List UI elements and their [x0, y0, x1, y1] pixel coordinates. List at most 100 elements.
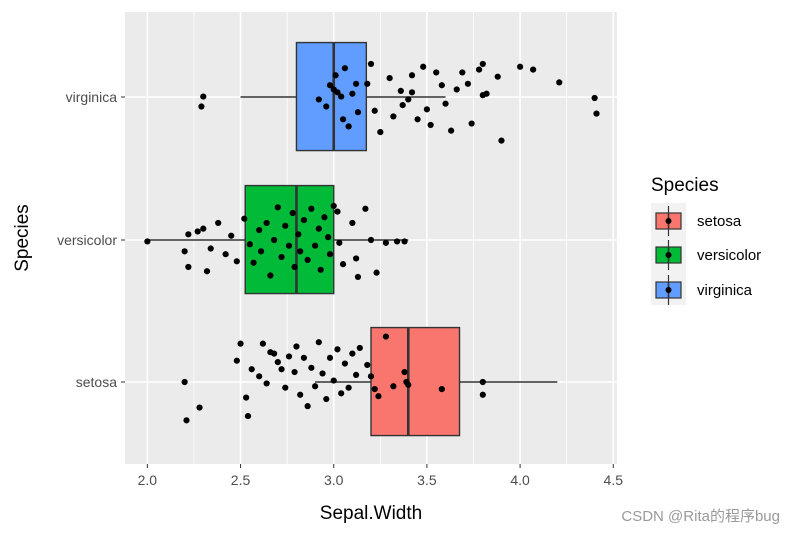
- data-point: [364, 80, 371, 87]
- data-point: [297, 248, 304, 255]
- data-point: [334, 89, 341, 96]
- data-point: [181, 378, 188, 386]
- data-point: [257, 248, 265, 255]
- data-point: [367, 236, 375, 244]
- data-point: [144, 238, 151, 245]
- data-point: [390, 113, 397, 120]
- data-point: [362, 205, 369, 212]
- data-point: [267, 272, 274, 279]
- data-point: [300, 217, 308, 224]
- data-point: [285, 242, 293, 249]
- data-point: [183, 417, 190, 424]
- data-point: [438, 386, 445, 393]
- data-point: [364, 361, 371, 369]
- data-point: [293, 343, 300, 350]
- data-point: [274, 204, 281, 211]
- data-point: [222, 251, 229, 258]
- data-point: [530, 66, 537, 73]
- data-point: [593, 110, 600, 117]
- data-point: [315, 225, 322, 232]
- data-point: [479, 60, 486, 68]
- data-point: [475, 66, 483, 73]
- legend-label-versicolor: versicolor: [697, 247, 761, 264]
- data-point: [200, 93, 207, 100]
- box-versicolor: [244, 184, 335, 295]
- legend-label-virginica: virginica: [697, 282, 753, 299]
- data-point: [289, 209, 296, 217]
- data-point: [371, 386, 378, 393]
- data-point: [338, 93, 345, 100]
- data-point: [354, 273, 362, 281]
- data-point: [408, 89, 416, 96]
- x-tick-label: 3.0: [324, 472, 344, 488]
- data-point: [256, 373, 263, 380]
- x-tick-label: 2.5: [231, 472, 251, 488]
- data-point: [405, 381, 412, 388]
- data-point: [339, 116, 347, 123]
- legend-point: [665, 287, 672, 293]
- y-tick-label-virginica: virginica: [66, 89, 118, 105]
- data-point: [377, 128, 384, 136]
- data-point: [433, 69, 440, 76]
- data-point: [244, 412, 252, 420]
- data-point: [386, 75, 393, 82]
- data-point: [291, 368, 298, 376]
- data-point: [282, 384, 289, 391]
- data-point: [274, 359, 281, 366]
- data-point: [285, 353, 293, 360]
- data-point: [311, 383, 319, 390]
- data-point: [198, 103, 205, 110]
- data-point: [228, 232, 235, 239]
- x-tick-label: 4.0: [510, 472, 530, 488]
- data-point: [397, 87, 404, 94]
- data-point: [185, 231, 192, 238]
- data-point: [263, 219, 270, 227]
- data-point: [295, 231, 302, 238]
- data-point: [516, 63, 524, 70]
- data-point: [423, 106, 431, 113]
- data-point: [459, 69, 466, 76]
- data-point: [453, 86, 460, 93]
- data-point: [243, 394, 250, 401]
- legend-key-virginica: virginica: [655, 275, 753, 305]
- data-point: [339, 261, 347, 268]
- data-point: [317, 266, 324, 273]
- data-point: [215, 219, 222, 227]
- legend-point: [665, 252, 672, 258]
- data-point: [207, 245, 214, 252]
- box-setosa: [370, 326, 461, 437]
- data-point: [326, 82, 334, 89]
- data-point: [325, 234, 332, 241]
- data-point: [345, 123, 352, 130]
- data-point: [352, 371, 360, 378]
- data-point: [338, 390, 345, 397]
- data-point: [464, 80, 472, 87]
- legend-keys: setosa versicolor virginica: [655, 206, 761, 305]
- data-point: [405, 96, 412, 103]
- data-point: [196, 404, 203, 411]
- data-point: [382, 239, 390, 246]
- data-point: [326, 354, 334, 361]
- data-point: [401, 368, 408, 376]
- data-point: [414, 116, 421, 123]
- data-point: [354, 109, 362, 116]
- data-point: [241, 215, 248, 222]
- data-point: [341, 65, 349, 72]
- data-point: [556, 79, 563, 86]
- watermark-text: CSDN @Rita的程序bug: [621, 508, 780, 525]
- data-point: [194, 228, 201, 235]
- data-point: [304, 403, 311, 410]
- y-axis-ticks: setosa versicolor virginica: [57, 89, 125, 390]
- data-point: [408, 72, 416, 79]
- data-point: [401, 238, 408, 245]
- data-point: [498, 137, 505, 144]
- data-point: [393, 238, 401, 245]
- data-point: [442, 100, 449, 107]
- data-point: [345, 384, 352, 391]
- data-point: [334, 208, 341, 215]
- data-point: [308, 205, 315, 212]
- legend-label-setosa: setosa: [697, 213, 742, 230]
- data-point: [291, 263, 298, 271]
- data-point: [330, 377, 337, 384]
